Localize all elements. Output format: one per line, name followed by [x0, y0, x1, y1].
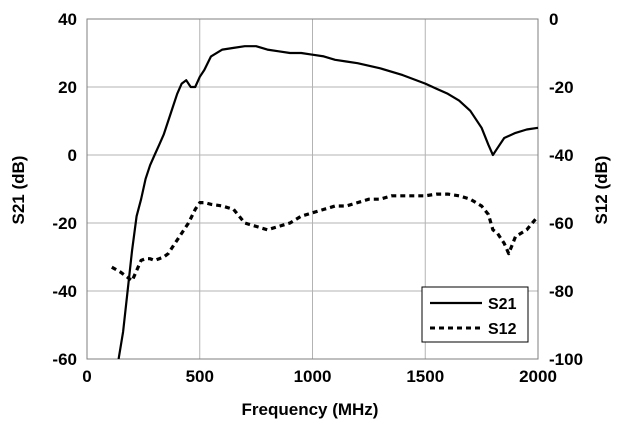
legend: S21 S12 — [421, 286, 529, 343]
plot-frame — [86, 18, 539, 360]
x-tick-label: 2000 — [519, 367, 557, 386]
y-tick-label: -60 — [52, 350, 77, 369]
y2-tick-label: -80 — [549, 282, 574, 301]
y-tick-label: -20 — [52, 214, 77, 233]
series-layer — [111, 45, 540, 360]
series-line-s12 — [111, 192, 540, 283]
y2-tick-label: -40 — [549, 146, 574, 165]
x-tick-label: 1500 — [406, 367, 444, 386]
y2-tick-label: -20 — [549, 78, 574, 97]
y2-tick-label: -60 — [549, 214, 574, 233]
tick-labels: 0 500 1000 1500 2000 -60 -40 -20 0 20 40 -100 -80 -60… — [52, 10, 583, 386]
y-tick-label: 20 — [58, 78, 77, 97]
legend-s21-label: S21 — [488, 296, 517, 313]
x-tick-label: 1000 — [294, 367, 332, 386]
y2-tick-label: 0 — [549, 10, 558, 29]
y-tick-label: 40 — [58, 10, 77, 29]
series-line-s21 — [117, 45, 539, 360]
legend-s12-label: S12 — [488, 321, 517, 338]
x-tick-label: 0 — [82, 367, 91, 386]
x-axis-title: Frequency (MHz) — [242, 400, 379, 419]
y2-tick-label: -100 — [549, 350, 583, 369]
x-tick-label: 500 — [186, 367, 214, 386]
y2-axis-title: S12 (dB) — [592, 156, 611, 225]
y-axis-title: S21 (dB) — [9, 156, 28, 225]
legend-box — [421, 286, 529, 343]
y-tick-label: 0 — [68, 146, 77, 165]
y-tick-label: -40 — [52, 282, 77, 301]
